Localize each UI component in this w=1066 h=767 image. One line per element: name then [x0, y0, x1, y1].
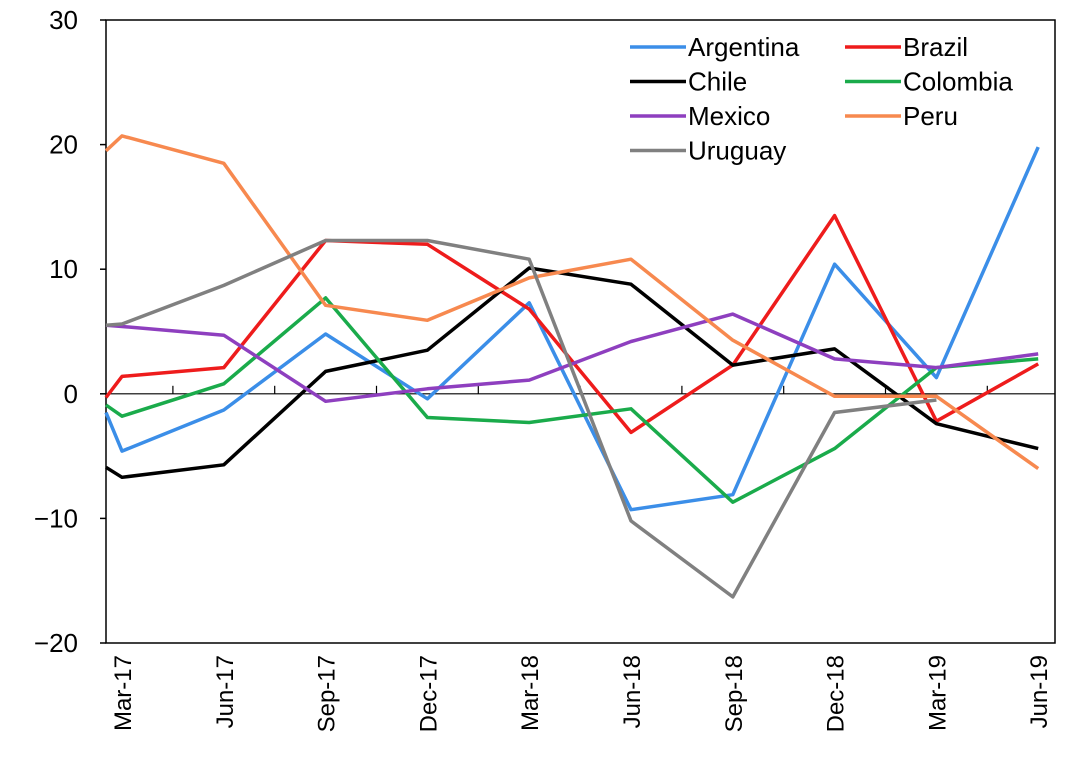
series-line	[105, 266, 1039, 480]
y-tick-label: −10	[34, 503, 78, 533]
x-tick-label: Sep-17	[314, 655, 341, 732]
legend-label: Peru	[903, 101, 958, 131]
x-tick-label: Mar-17	[110, 655, 137, 731]
series-line	[104, 213, 1040, 435]
series-line	[104, 134, 1040, 471]
series-line	[105, 238, 937, 599]
x-tick-label: Dec-17	[415, 655, 442, 732]
x-tick-label: Jun-18	[619, 655, 646, 728]
x-tick-label: Mar-18	[517, 655, 544, 731]
x-tick-label: Mar-19	[924, 655, 951, 731]
series-line	[105, 312, 1039, 404]
legend-label: Chile	[688, 67, 747, 97]
legend-label: Brazil	[903, 32, 968, 62]
x-tick-label: Jun-19	[1026, 655, 1053, 728]
y-tick-label: 0	[64, 379, 78, 409]
y-tick-label: −20	[34, 628, 78, 658]
series-line	[104, 296, 1039, 504]
series-line	[104, 146, 1040, 512]
x-tick-label: Sep-18	[721, 655, 748, 732]
x-tick-label: Jun-17	[212, 655, 239, 728]
y-tick-label: 10	[49, 254, 78, 284]
legend-label: Colombia	[903, 67, 1013, 97]
y-tick-label: 20	[49, 130, 78, 160]
legend-label: Uruguay	[688, 136, 786, 166]
legend-label: Argentina	[688, 32, 800, 62]
plot-frame	[105, 19, 1056, 644]
y-tick-label: 30	[49, 5, 78, 35]
x-tick-label: Dec-18	[823, 655, 850, 732]
legend-label: Mexico	[688, 101, 770, 131]
